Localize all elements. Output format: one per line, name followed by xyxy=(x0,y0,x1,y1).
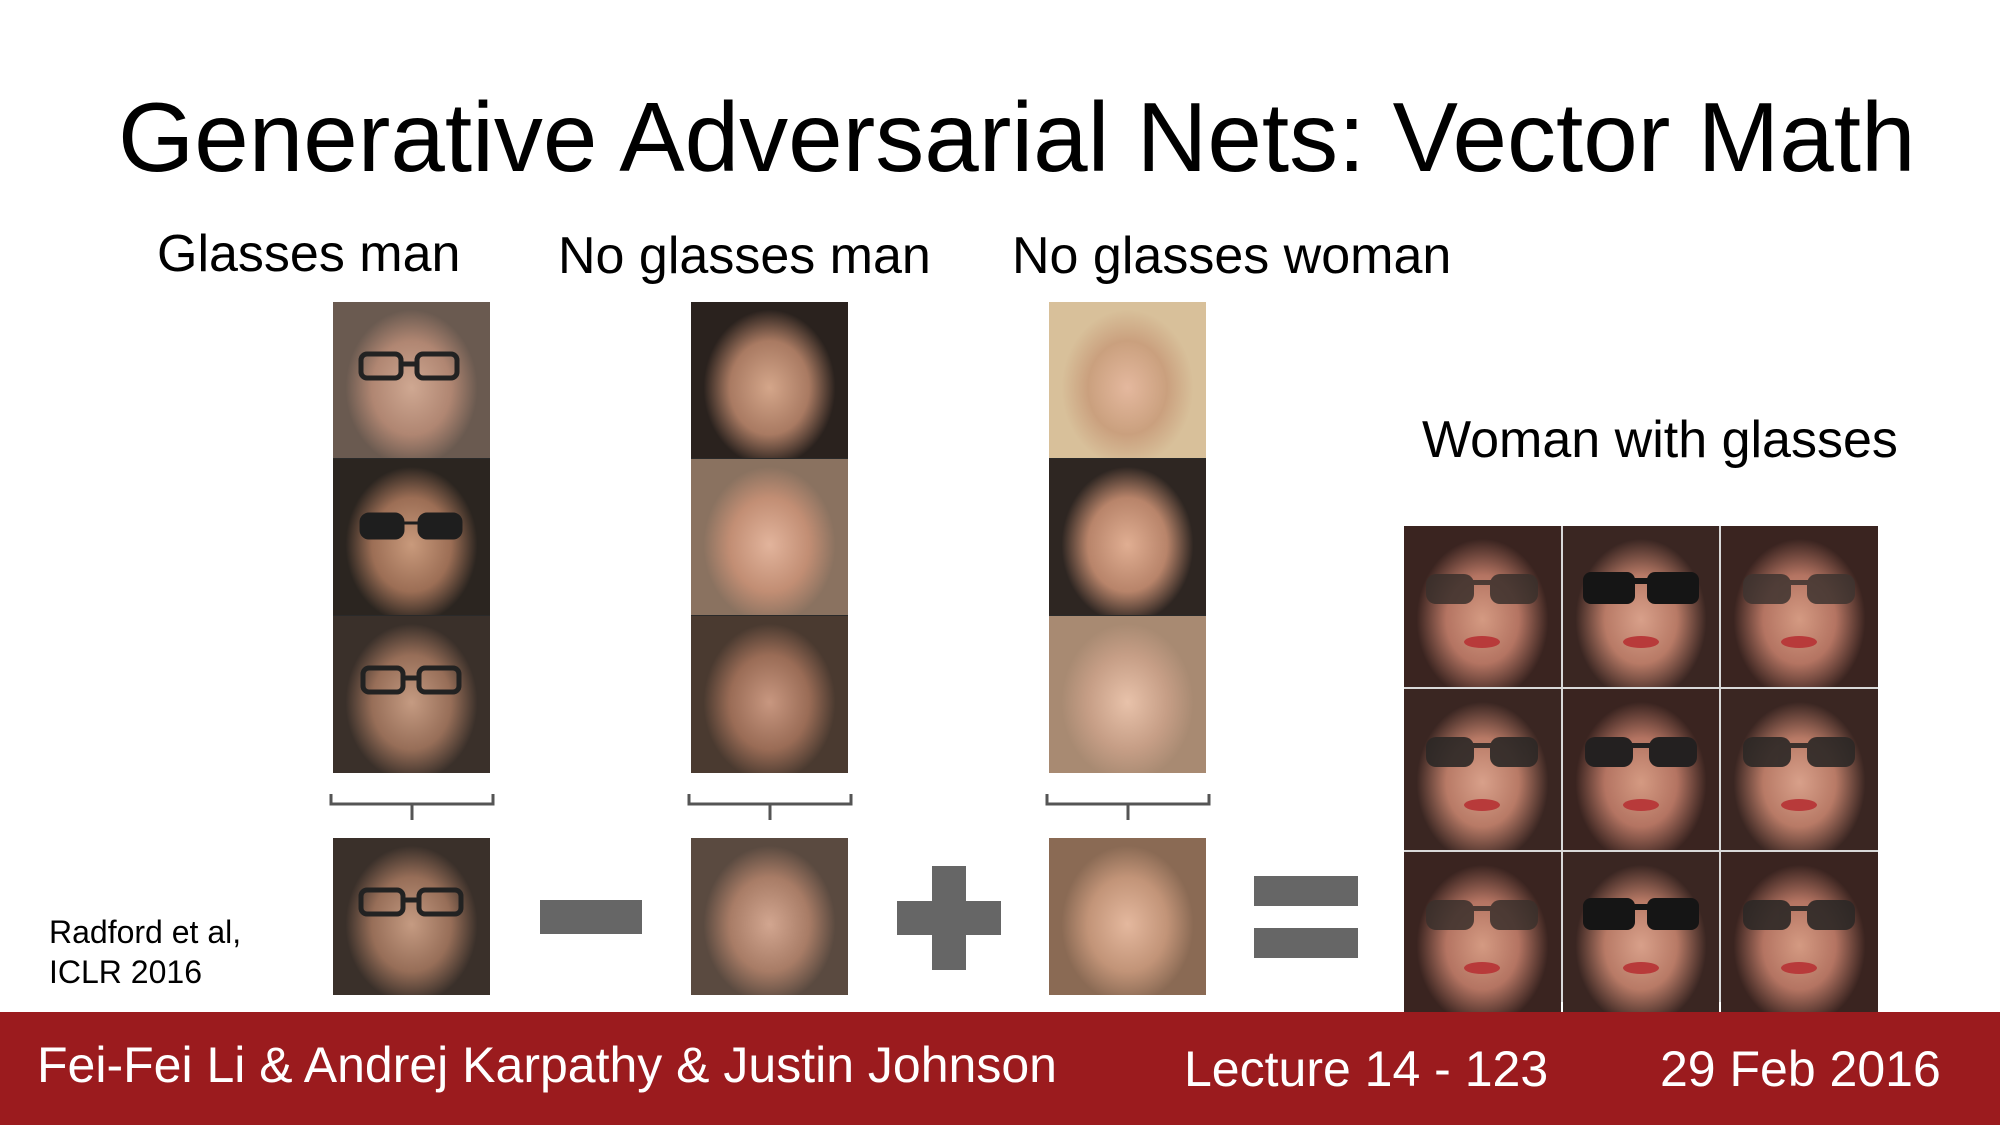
face-image xyxy=(1049,459,1206,616)
face-image xyxy=(1049,302,1206,459)
face-image xyxy=(333,459,490,616)
equals-icon xyxy=(1254,876,1358,958)
face-image xyxy=(691,459,848,616)
avg-no-glasses-woman-face xyxy=(1049,838,1206,995)
citation-line-2: ICLR 2016 xyxy=(49,954,202,990)
face-image xyxy=(1562,526,1720,687)
face-image xyxy=(1404,689,1561,850)
face-image xyxy=(1562,689,1720,850)
face-image xyxy=(691,616,848,773)
footer-lecture: Lecture 14 - 123 xyxy=(1184,1041,1549,1097)
face-image xyxy=(1404,852,1561,1013)
no-glasses-woman-faces xyxy=(1049,302,1206,773)
face-image xyxy=(333,302,490,459)
plus-icon xyxy=(897,866,1001,970)
slide-title: Generative Adversarial Nets: Vector Math xyxy=(118,82,1916,192)
face-image xyxy=(333,616,490,773)
label-no-glasses-man: No glasses man xyxy=(558,227,931,285)
label-no-glasses-woman: No glasses woman xyxy=(1012,227,1452,285)
face-image xyxy=(1721,689,1878,850)
minus-icon xyxy=(540,900,642,934)
label-woman-with-glasses: Woman with glasses xyxy=(1422,411,1898,469)
footer-bar: Fei-Fei Li & Andrej Karpathy & Justin Jo… xyxy=(0,1012,2000,1125)
footer-authors: Fei-Fei Li & Andrej Karpathy & Justin Jo… xyxy=(37,1037,1057,1093)
face-image xyxy=(1721,852,1878,1013)
glasses-man-faces xyxy=(333,302,490,773)
bracket-icon xyxy=(1045,794,1211,820)
avg-glasses-man-face xyxy=(333,838,490,995)
footer-date: 29 Feb 2016 xyxy=(1660,1041,1941,1097)
face-image xyxy=(1721,526,1878,687)
face-image xyxy=(1562,852,1720,1013)
avg-no-glasses-man-face xyxy=(691,838,848,995)
no-glasses-man-faces xyxy=(691,302,848,773)
face-image xyxy=(691,302,848,459)
citation-line-1: Radford et al, xyxy=(49,914,242,950)
bracket-icon xyxy=(329,794,495,820)
bracket-icon xyxy=(687,794,853,820)
result-faces-grid xyxy=(1404,526,1878,1013)
citation: Radford et al, ICLR 2016 xyxy=(49,912,241,992)
face-image xyxy=(1404,526,1561,687)
label-glasses-man: Glasses man xyxy=(157,225,461,283)
face-image xyxy=(1049,616,1206,773)
